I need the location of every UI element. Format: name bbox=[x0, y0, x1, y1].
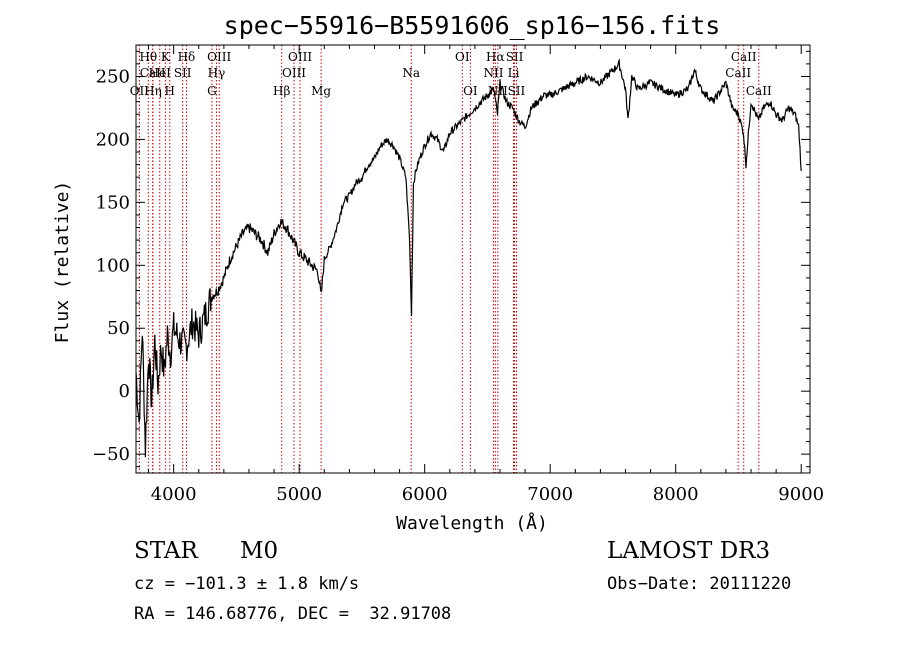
survey-name: LAMOST DR3 bbox=[607, 538, 771, 564]
spectral-line-label: Li bbox=[508, 66, 520, 80]
redshift-readout: cz = −101.3 ± 1.8 km/s bbox=[134, 574, 360, 594]
spectral-line-label: CaII bbox=[746, 84, 772, 98]
spectral-line-label: OIII bbox=[288, 50, 312, 64]
x-tick-label: 4000 bbox=[151, 484, 197, 505]
spectral-line-label: Hα bbox=[486, 50, 505, 64]
chart-title: spec−55916−B5591606_sp16−156.fits bbox=[224, 11, 721, 40]
plot-frame bbox=[135, 44, 811, 474]
x-tick-label: 5000 bbox=[276, 484, 322, 505]
spectral-line-label: H bbox=[165, 84, 175, 98]
spectral-line-label: NII bbox=[488, 84, 508, 98]
x-tick-label: 6000 bbox=[402, 484, 448, 505]
spectral-line-label: Hδ bbox=[178, 50, 196, 64]
y-tick-label: −50 bbox=[92, 444, 130, 465]
spectral-line-label: OI bbox=[455, 50, 470, 64]
spectral-line-label: SII bbox=[174, 66, 192, 80]
spectral-line-label: Hθ bbox=[139, 50, 157, 64]
spectral-line-label: SII bbox=[506, 50, 524, 64]
y-tick-label: 250 bbox=[96, 66, 130, 87]
spectral-line-label: OIII bbox=[282, 66, 306, 80]
spectral-line-label: CaII bbox=[140, 66, 166, 80]
spectral-line-label: Na bbox=[402, 66, 420, 80]
spectral-line-label: NII bbox=[483, 66, 503, 80]
spectral-line-label: CaII bbox=[731, 50, 757, 64]
spectral-line-label: G bbox=[207, 84, 217, 98]
y-tick-label: 50 bbox=[107, 318, 130, 339]
y-tick-label: 100 bbox=[96, 255, 130, 276]
axis-ticks: 4000 5000 6000 7000 8000 9000 −50 0 50 100 150 200 2… bbox=[92, 45, 824, 505]
x-tick-label: 9000 bbox=[778, 484, 824, 505]
spectral-line-label: HeI bbox=[149, 66, 172, 80]
object-subclass: M0 bbox=[240, 538, 279, 564]
x-tick-label: 8000 bbox=[653, 484, 699, 505]
spectral-line-label: OIII bbox=[207, 50, 231, 64]
spectral-line-label: OI bbox=[463, 84, 478, 98]
obs-date: Obs−Date: 20111220 bbox=[607, 574, 792, 594]
spectral-line-markers bbox=[138, 45, 760, 473]
spectral-line-label: Hη bbox=[144, 84, 162, 98]
x-axis-label: Wavelength (Å) bbox=[396, 512, 548, 534]
coordinates: RA = 146.68776, DEC = 32.91708 bbox=[134, 604, 452, 624]
spectral-line-label: Hγ bbox=[208, 66, 226, 80]
spectral-line-label: K bbox=[161, 50, 171, 64]
spectral-line-label: SII bbox=[508, 84, 526, 98]
flux-series-line bbox=[135, 58, 802, 458]
y-tick-label: 150 bbox=[96, 192, 130, 213]
spectral-line-label: Mg bbox=[311, 84, 331, 98]
spectral-line-label: CaII bbox=[725, 66, 751, 80]
y-tick-label: 200 bbox=[96, 129, 130, 150]
x-tick-label: 7000 bbox=[527, 484, 573, 505]
spectral-line-label: Hβ bbox=[273, 84, 290, 98]
spectral-line-label: OII bbox=[130, 84, 150, 98]
object-class: STAR bbox=[134, 538, 198, 564]
y-tick-label: 0 bbox=[119, 381, 130, 402]
y-axis-label: Flux (relative) bbox=[52, 181, 73, 344]
